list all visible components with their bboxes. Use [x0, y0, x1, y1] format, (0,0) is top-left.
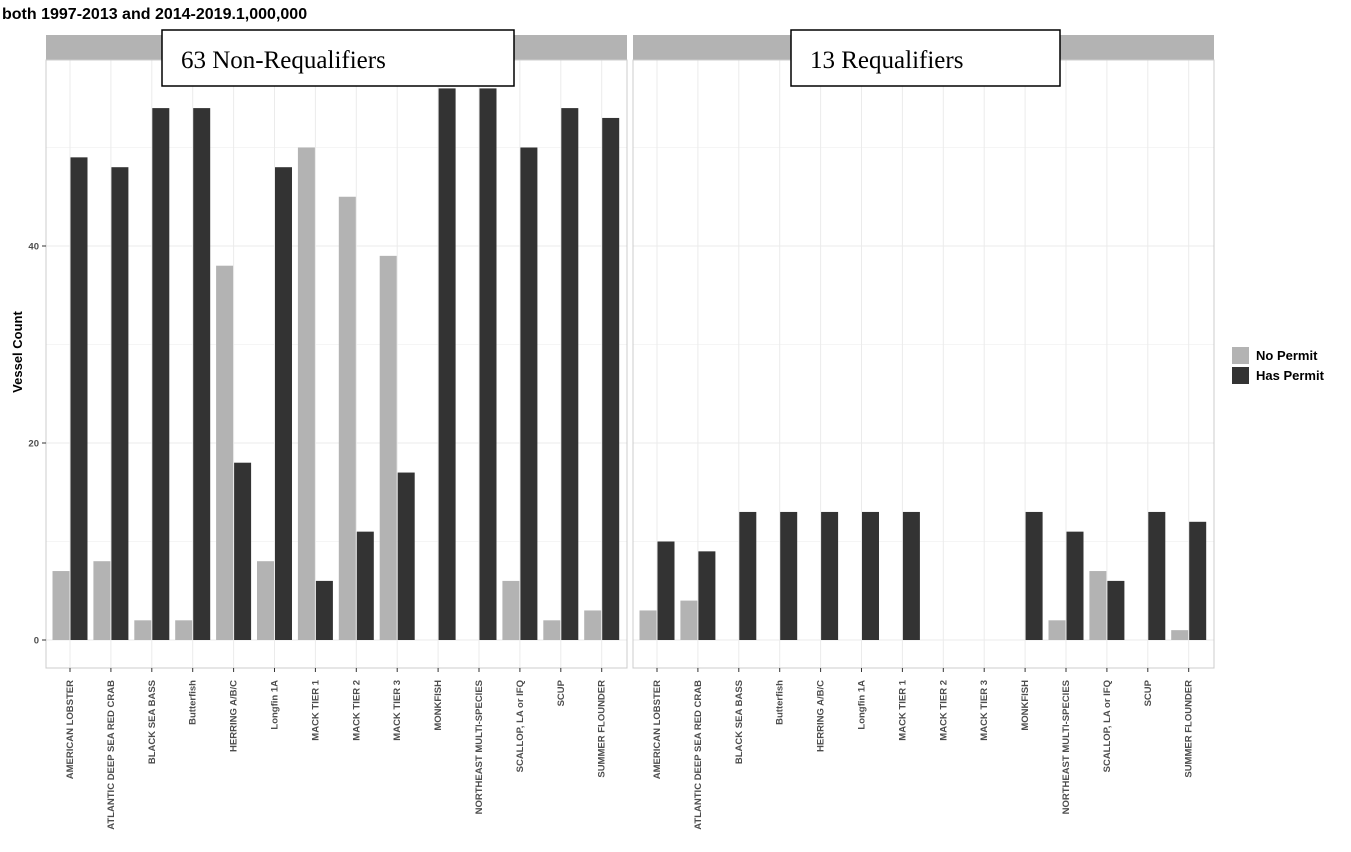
x-tick-label: MONKFISH [433, 680, 444, 731]
annotation-text: 13 Requalifiers [810, 47, 963, 74]
bar-no-permit [134, 620, 152, 640]
bar-has-permit [657, 541, 675, 640]
x-tick-label: MACK TIER 2 [938, 680, 949, 741]
x-tick-label: SCUP [556, 679, 567, 706]
x-tick-label: ATLANTIC DEEP SEA RED CRAB [693, 680, 704, 830]
chart-title: both 1997-2013 and 2014-2019.1,000,000 [2, 6, 307, 23]
x-tick-label: Butterfish [188, 680, 199, 725]
panel-1: AMERICAN LOBSTER ATLANTIC DEEP SEA RED CR… [45, 29, 628, 830]
bar-no-permit [1171, 630, 1189, 640]
legend-label: No Permit [1256, 348, 1318, 363]
bar-no-permit [543, 620, 561, 640]
x-tick-label: BLACK SEA BASS [734, 680, 745, 764]
x-tick-label: HERRING A/B/C [816, 680, 827, 752]
legend: No Permit Has Permit [1232, 347, 1325, 384]
x-tick-label: MACK TIER 2 [351, 680, 362, 741]
bar-has-permit [315, 580, 333, 640]
bar-has-permit [397, 472, 415, 640]
x-tick-label: MACK TIER 3 [392, 680, 403, 741]
bar-has-permit [520, 147, 538, 640]
bar-no-permit [1048, 620, 1066, 640]
bar-has-permit [862, 511, 879, 640]
x-tick-label: HERRING A/B/C [229, 680, 240, 752]
x-tick-label: MACK TIER 1 [310, 679, 321, 740]
x-tick-label: MACK TIER 1 [897, 679, 908, 740]
bar-no-permit [257, 561, 274, 640]
bar-has-permit [70, 157, 88, 640]
x-tick-label: MACK TIER 3 [979, 680, 990, 741]
legend-key-no-permit [1232, 347, 1249, 364]
x-tick-label: Longfin 1A [857, 680, 868, 730]
bar-no-permit [175, 620, 193, 640]
bar-no-permit [297, 147, 315, 640]
bar-has-permit [234, 462, 252, 640]
bar-has-permit [152, 108, 170, 641]
y-axis-label: Vessel Count [10, 311, 25, 393]
bar-has-permit [1189, 521, 1207, 640]
x-tick-label: AMERICAN LOBSTER [652, 680, 663, 779]
x-tick-label: NORTHEAST MULTI-SPECIES [474, 680, 485, 814]
bar-has-permit [739, 511, 757, 640]
bar-has-permit [698, 551, 716, 640]
bar-has-permit [111, 167, 129, 640]
plot-background [633, 60, 1214, 668]
bar-has-permit [561, 108, 579, 641]
x-tick-label: Longfin 1A [270, 680, 281, 730]
panels: AMERICAN LOBSTER ATLANTIC DEEP SEA RED CR… [45, 29, 1215, 830]
bar-has-permit [821, 511, 839, 640]
y-tick-label: 20 [28, 439, 39, 450]
bar-no-permit [338, 196, 356, 640]
plot-background [46, 60, 627, 668]
bar-no-permit [52, 571, 70, 640]
y-tick-label: 0 [34, 636, 39, 647]
bar-has-permit [902, 511, 920, 640]
bar-has-permit [780, 511, 798, 640]
legend-key-has-permit [1232, 367, 1249, 384]
legend-label: Has Permit [1256, 368, 1325, 383]
bar-has-permit [356, 531, 374, 640]
annotation-text: 63 Non-Requalifiers [181, 47, 386, 74]
bar-no-permit [584, 610, 602, 640]
bar-has-permit [1107, 580, 1125, 640]
bar-no-permit [502, 580, 520, 640]
bar-no-permit [639, 610, 657, 640]
bar-no-permit [216, 265, 234, 640]
annotation-box [161, 29, 515, 87]
x-tick-label: Butterfish [775, 680, 786, 725]
y-tick-label: 40 [28, 242, 39, 253]
x-tick-label: BLACK SEA BASS [147, 680, 158, 764]
bar-has-permit [479, 88, 497, 640]
x-tick-label: SCALLOP, LA or IFQ [515, 680, 526, 772]
x-tick-label: MONKFISH [1020, 680, 1031, 731]
bar-has-permit [1148, 511, 1166, 640]
x-tick-label: ATLANTIC DEEP SEA RED CRAB [106, 680, 117, 830]
x-tick-label: NORTHEAST MULTI-SPECIES [1061, 680, 1072, 814]
x-tick-label: SCALLOP, LA or IFQ [1102, 680, 1113, 772]
bar-no-permit [93, 561, 111, 640]
annotation-box [790, 29, 1061, 87]
bar-has-permit [1066, 531, 1084, 640]
panel-2: AMERICAN LOBSTER ATLANTIC DEEP SEA RED CR… [632, 29, 1215, 830]
y-axis: 0 20 40 [28, 242, 46, 647]
bar-no-permit [379, 255, 397, 640]
x-tick-label: SUMMER FLOUNDER [1184, 680, 1195, 778]
x-tick-label: AMERICAN LOBSTER [65, 680, 76, 779]
x-tick-label: SCUP [1143, 679, 1154, 706]
bar-has-permit [1025, 511, 1043, 640]
bar-has-permit [602, 117, 620, 640]
bar-no-permit [1089, 571, 1107, 640]
bar-has-permit [438, 88, 456, 640]
x-tick-label: SUMMER FLOUNDER [597, 680, 608, 778]
bar-has-permit [193, 108, 211, 641]
bar-has-permit [275, 167, 292, 640]
bar-no-permit [680, 600, 698, 640]
